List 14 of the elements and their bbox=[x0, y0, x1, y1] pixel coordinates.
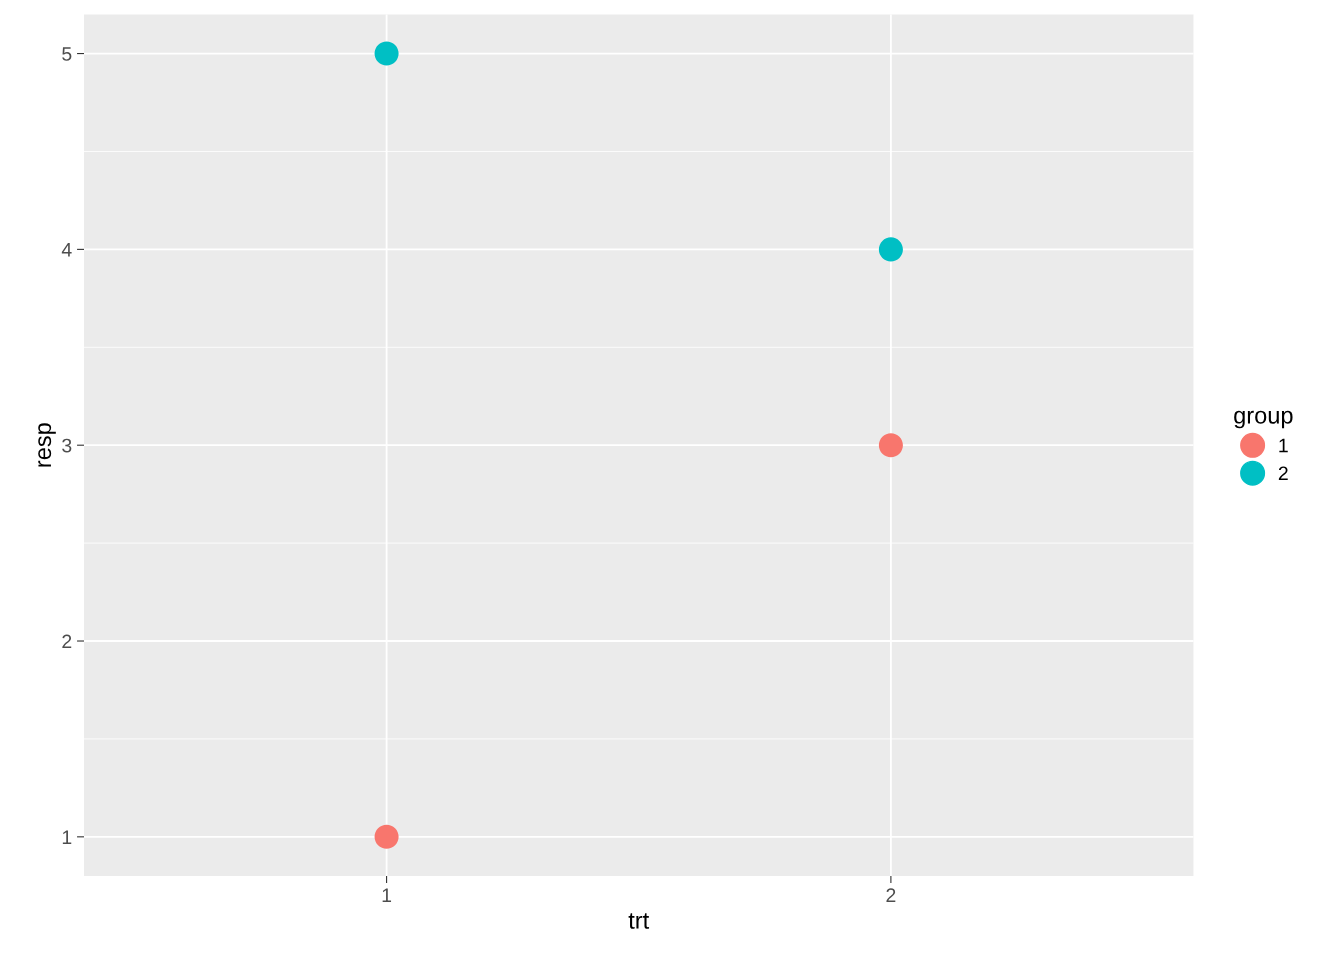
y-tick-label: 5 bbox=[62, 47, 72, 61]
y-tick-label: 3 bbox=[62, 438, 72, 453]
y-tick-label: 2 bbox=[62, 634, 72, 649]
point bbox=[374, 41, 399, 66]
point bbox=[878, 433, 903, 458]
y-axis-title: resp bbox=[38, 423, 56, 467]
point bbox=[374, 824, 399, 849]
y-tick-label: 4 bbox=[61, 243, 72, 257]
x-axis-title: trt bbox=[628, 913, 650, 929]
legend-label: 1 bbox=[1279, 438, 1288, 453]
point bbox=[878, 237, 903, 262]
y-tick-label: 1 bbox=[62, 830, 72, 844]
legend-label: 2 bbox=[1278, 466, 1288, 481]
legend-title: group bbox=[1234, 410, 1293, 429]
